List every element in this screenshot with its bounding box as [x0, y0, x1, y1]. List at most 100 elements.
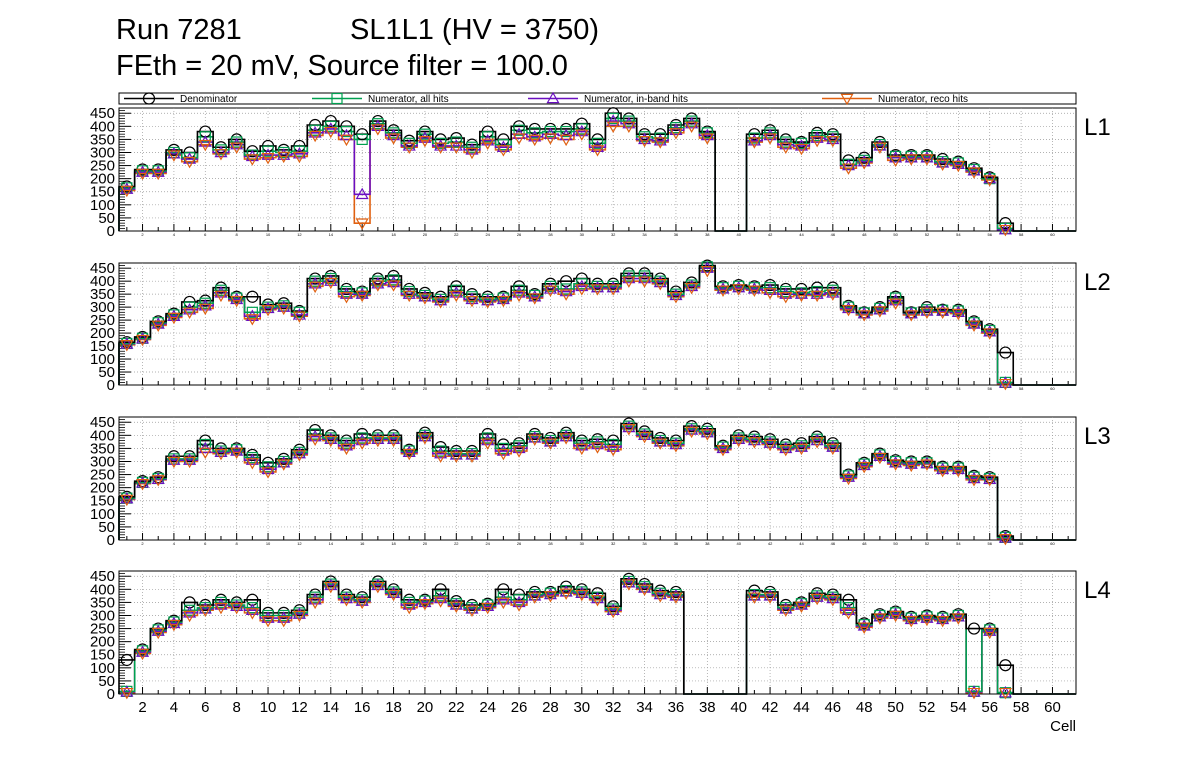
data-point	[151, 475, 165, 487]
data-point	[135, 648, 150, 661]
data-point	[700, 429, 714, 441]
data-point	[747, 437, 761, 449]
data-point	[199, 131, 211, 143]
data-point	[292, 610, 306, 623]
data-point	[590, 140, 605, 152]
data-point	[277, 611, 291, 623]
x-tick-label: 50	[887, 699, 904, 716]
data-point	[763, 288, 777, 300]
data-point	[606, 444, 620, 457]
x-tick-label: 44	[793, 699, 810, 716]
data-point	[575, 586, 589, 598]
data-point	[590, 145, 605, 157]
data-point	[245, 309, 259, 321]
data-point	[466, 141, 478, 153]
data-point	[810, 287, 824, 299]
data-point	[936, 159, 950, 171]
data-point	[434, 446, 448, 459]
data-point	[967, 471, 981, 484]
data-point	[889, 459, 903, 471]
data-point	[685, 279, 699, 292]
data-point	[685, 423, 699, 435]
x-tick-label: 10	[260, 699, 277, 716]
data-point	[936, 612, 950, 625]
data-point	[560, 125, 572, 138]
data-point	[999, 659, 1012, 672]
data-point	[857, 310, 871, 322]
x-tick-label: 18	[391, 541, 396, 546]
y-tick-label: 250	[90, 312, 115, 329]
data-point	[841, 473, 856, 486]
data-point	[450, 136, 462, 148]
data-point	[512, 441, 526, 454]
data-point	[732, 280, 746, 293]
data-point	[826, 135, 840, 148]
data-point	[371, 280, 385, 292]
x-tick-label: 56	[981, 699, 998, 716]
data-point	[763, 436, 777, 448]
data-point	[496, 292, 510, 305]
data-point	[623, 115, 635, 127]
data-point	[482, 131, 494, 143]
x-tick-label: 6	[204, 386, 207, 391]
data-point	[496, 448, 510, 461]
data-point	[998, 533, 1012, 546]
legend-marker-triangle-up	[546, 91, 560, 104]
data-point	[496, 295, 510, 308]
data-point	[936, 156, 950, 168]
x-tick-label: 26	[517, 232, 522, 237]
data-point	[590, 284, 605, 296]
x-tick-label: 44	[799, 541, 804, 546]
x-tick-label: 58	[1019, 541, 1024, 546]
data-point	[685, 282, 699, 295]
data-point	[763, 283, 777, 295]
data-point	[700, 128, 714, 141]
data-point	[732, 284, 746, 296]
data-point	[246, 451, 258, 464]
y-tick-label: 50	[98, 364, 115, 381]
data-point	[245, 608, 259, 620]
data-point	[747, 285, 761, 297]
data-point	[262, 145, 274, 157]
data-point	[951, 157, 965, 169]
data-point	[449, 448, 463, 460]
data-point	[120, 653, 133, 667]
data-point	[371, 119, 385, 132]
data-point	[324, 432, 338, 444]
data-point	[873, 449, 887, 461]
data-point	[779, 137, 793, 150]
y-tick-label: 0	[107, 223, 115, 240]
data-point	[167, 456, 181, 469]
x-tick-label: 34	[642, 541, 647, 546]
data-point	[591, 436, 604, 448]
data-point	[387, 432, 401, 444]
data-point	[653, 275, 667, 288]
x-tick-label: 40	[736, 232, 741, 237]
data-point	[418, 595, 432, 608]
x-tick-label: 10	[266, 386, 271, 391]
histogram-denominator	[118, 264, 1076, 386]
x-tick-label: 22	[454, 232, 459, 237]
data-point	[716, 441, 730, 454]
data-point	[512, 595, 526, 608]
data-point	[292, 311, 306, 323]
data-point	[465, 448, 479, 460]
x-tick-label: 8	[236, 386, 239, 391]
data-point	[434, 139, 448, 151]
y-tick-label: 150	[90, 184, 115, 201]
data-point	[936, 304, 950, 316]
x-tick-label: 12	[297, 386, 302, 391]
data-point	[183, 610, 197, 623]
x-tick-label: 18	[391, 386, 396, 391]
data-point	[261, 152, 275, 165]
data-point	[559, 284, 573, 297]
data-point	[575, 279, 589, 292]
data-point	[873, 613, 887, 625]
data-point	[135, 476, 150, 488]
data-point	[576, 437, 588, 449]
x-tick-label: 30	[573, 699, 590, 716]
x-tick-label: 48	[862, 232, 867, 237]
data-point	[920, 304, 934, 316]
data-point	[167, 619, 181, 632]
